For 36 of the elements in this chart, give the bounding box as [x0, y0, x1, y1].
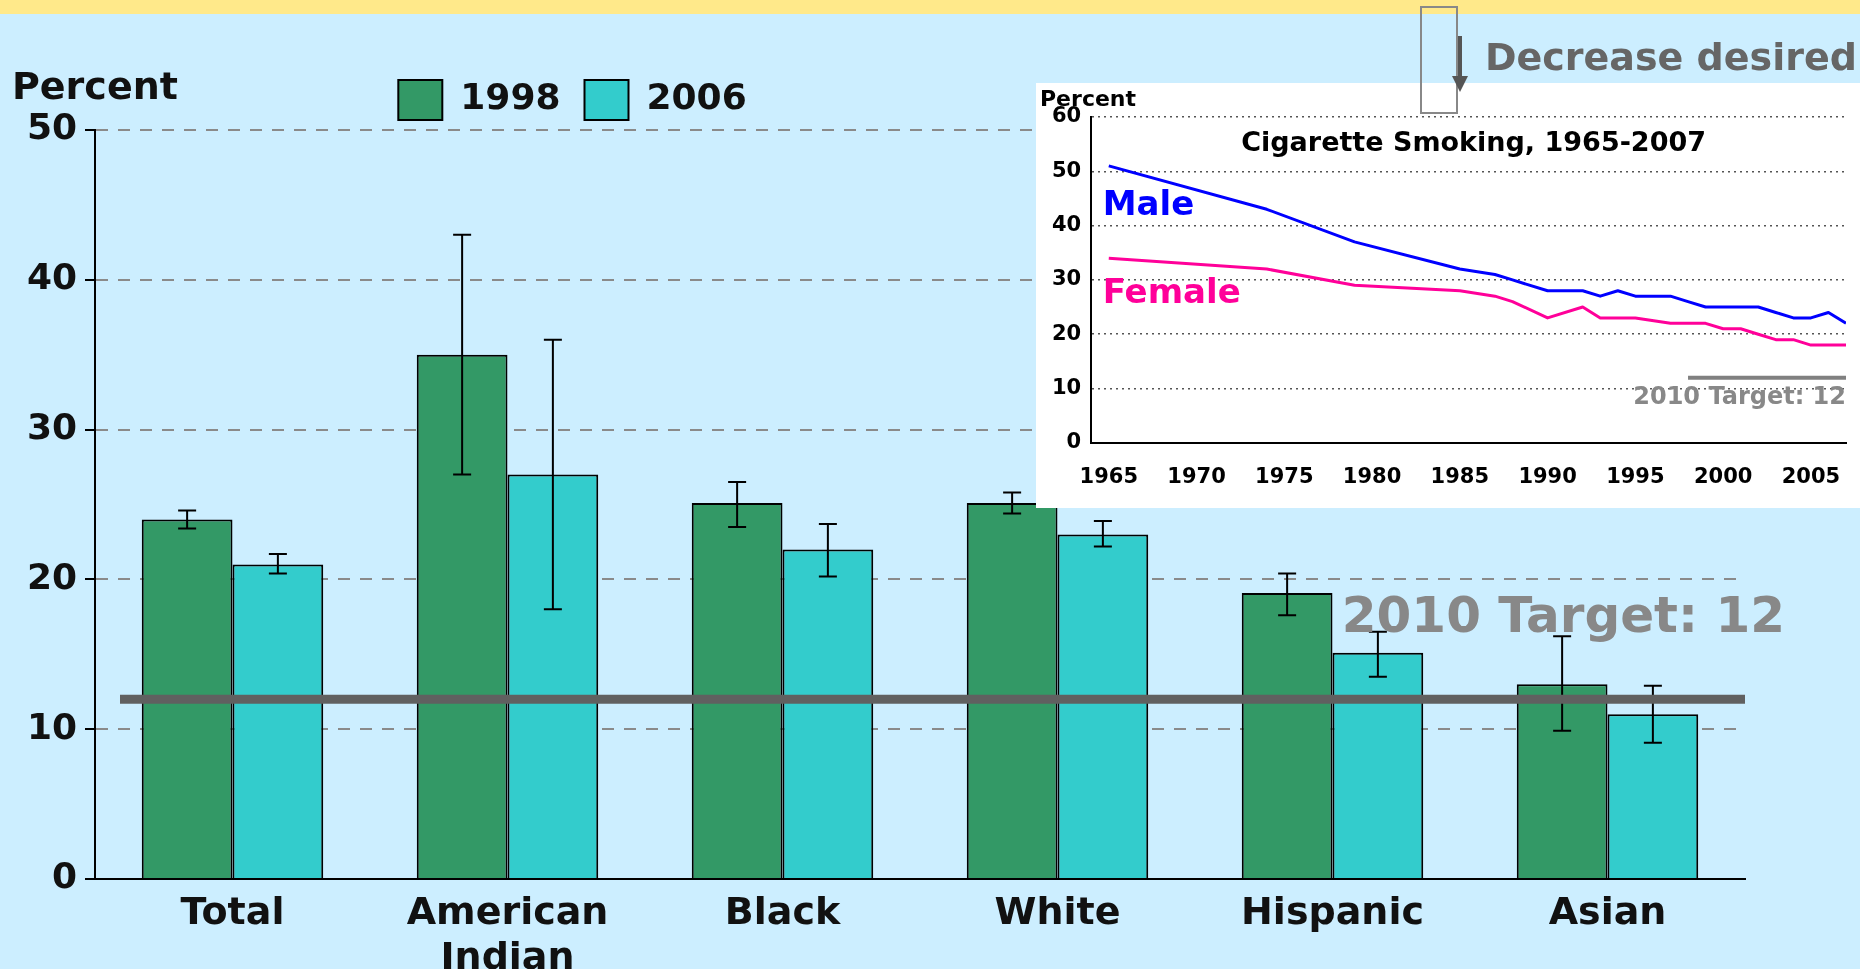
- x-tick-label: 2000: [1693, 463, 1753, 488]
- y-axis-title: Percent: [12, 63, 178, 108]
- x-tick-label: White: [994, 888, 1121, 933]
- y-tick-label: 10: [26, 705, 77, 747]
- x-tick-label: 1965: [1079, 463, 1138, 488]
- y-tick-label: 20: [1051, 320, 1082, 345]
- x-tick-label: 1990: [1518, 463, 1577, 488]
- y-tick-label: 10: [1051, 374, 1082, 399]
- x-tick-label: Total: [180, 888, 285, 933]
- annotation: 2010 Target: 12: [1633, 381, 1846, 410]
- ref-line-label: 2010 Target: 12: [1341, 586, 1785, 645]
- x-tick-label: 2005: [1781, 463, 1841, 488]
- x-tick-label: American Indian: [406, 888, 609, 969]
- chart-title: Cigarette Smoking, 1965-2007: [1241, 126, 1707, 158]
- legend-label: 1998: [460, 76, 561, 118]
- y-tick-label: 40: [1051, 212, 1082, 237]
- y-tick-label: 40: [26, 256, 77, 298]
- legend-label: 2006: [646, 76, 747, 118]
- y-tick-label: 50: [26, 106, 77, 148]
- x-tick-label: 1995: [1606, 463, 1665, 488]
- x-tick-label: 1975: [1255, 463, 1314, 488]
- series-label: Male: [1102, 182, 1195, 223]
- y-tick-label: 30: [26, 405, 77, 447]
- y-tick-label: 30: [1051, 266, 1082, 291]
- x-tick-label: 1970: [1167, 463, 1226, 488]
- x-tick-label: Asian: [1548, 888, 1667, 933]
- y-tick-label: 0: [1066, 429, 1082, 454]
- x-tick-label: 1980: [1342, 463, 1402, 488]
- text: Decrease desired: [1485, 34, 1857, 79]
- x-tick-label: Hispanic: [1241, 888, 1424, 933]
- x-tick-label: 1985: [1430, 463, 1490, 488]
- y-tick-label: 20: [26, 555, 77, 597]
- x-tick-label: Black: [724, 888, 841, 933]
- y-tick-label: 50: [1051, 157, 1082, 182]
- series-label: Female: [1102, 271, 1241, 312]
- y-tick-label: 0: [51, 855, 77, 897]
